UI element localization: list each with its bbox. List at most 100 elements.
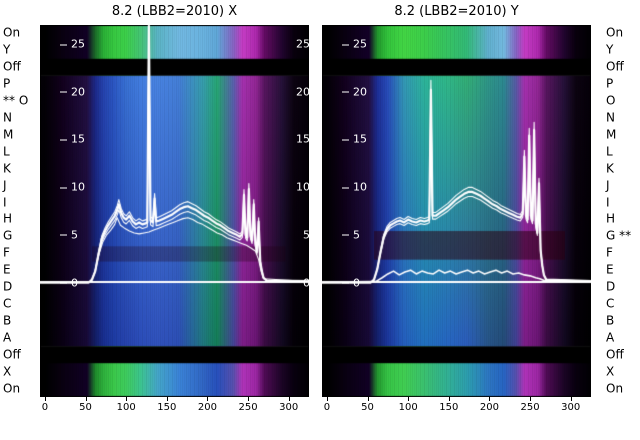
channel-label-text: I [606,195,610,210]
channel-label-text: On [3,381,21,396]
y-tick-label: 25 [342,38,367,51]
x-tick-label: 0 [41,402,49,413]
channel-label-text: Off [606,59,624,74]
x-tick-mark [207,397,209,401]
channel-label-text: G [606,228,616,243]
y-tick-value: 25 [71,37,85,51]
heatmap-plot-x [40,25,309,397]
y-tick-label: 5 [342,228,360,241]
x-tick-mark [408,397,410,401]
channel-label-right-17: B [606,314,614,327]
channel-label-left-3: P [3,76,11,91]
y-tick-label-outer: 20 [296,85,310,99]
channel-label-left-11: H [3,211,13,226]
channel-label-text: M [3,127,14,142]
channel-label-right-2: Off [606,59,624,74]
channel-label-text: D [3,279,13,294]
x-tick-mark [489,397,491,401]
channel-label-right-15: D [606,279,616,294]
channel-label-right-20: X [606,365,614,378]
channel-label-left-13: F [3,245,10,260]
channel-label-text: P [3,76,11,91]
x-tick-label: 300 [561,402,581,413]
y-tick-label: 15 [60,133,85,146]
x-tick-mark [248,397,250,401]
channel-label-right-18: A [606,331,614,344]
channel-label-text: A [3,330,12,345]
chart-title-y: 8.2 (LBB2=2010) Y [394,4,519,19]
x-tick-mark [326,397,328,401]
channel-label-text: E [3,262,11,277]
channel-label-text: C [3,296,12,311]
channel-label-right-21: On [606,382,623,395]
y-tick-value: 10 [71,180,85,194]
x-tick-label: 300 [279,402,299,413]
channel-label-text: P [606,76,614,91]
y-tick-label: 10 [60,181,85,194]
x-tick-label: 100 [398,402,418,413]
y-tick-label: 0 [342,276,360,289]
channel-label-left-2: Off [3,59,21,74]
channel-label-text: Off [3,59,21,74]
channel-label-right-1: Y [606,42,614,57]
channel-label-left-21: On [3,382,20,395]
channel-label-left-19: Off [3,348,21,361]
y-tick-value: 15 [353,132,367,146]
star-marker-right: ** [615,228,632,243]
x-tick-mark [367,397,369,401]
channel-label-right-16: C [606,296,615,311]
x-tick-label: 200 [479,402,499,413]
channel-label-text: D [606,279,616,294]
channel-label-right-6: M [606,128,616,141]
channel-label-text: X [3,364,12,379]
channel-label-text: J [3,178,7,193]
y-tick-mark [60,282,67,284]
channel-label-text: Off [3,347,21,362]
x-tick-mark [570,397,572,401]
channel-label-text: Off [606,347,624,362]
channel-label-text: B [606,313,615,328]
channel-label-text: B [3,313,12,328]
channel-label-text: H [3,211,13,226]
x-tick-mark [126,397,128,401]
y-tick-value: 5 [71,228,78,242]
channel-label-right-14: E [606,262,614,277]
channel-label-text: O [18,93,29,108]
y-tick-mark [60,234,67,236]
channel-label-text: F [3,245,10,260]
channel-label-text: N [3,110,12,125]
channel-label-left-1: Y [3,43,10,57]
channel-label-text: Y [606,42,614,57]
x-tick-mark [166,397,168,401]
y-tick-mark [342,234,349,236]
channel-label-text: On [606,25,624,40]
channel-label-left-8: K [3,162,11,175]
x-tick-label: 250 [520,402,540,413]
channel-label-right-10: I [606,196,610,209]
channel-label-text: M [606,127,617,142]
y-tick-mark [342,187,349,189]
channel-label-text: L [3,144,10,159]
channel-label-left-4: ** O [3,93,29,108]
channel-label-text: C [606,296,615,311]
channel-label-right-12: G ** [606,228,632,243]
channel-label-text: E [606,262,614,277]
star-marker-left: ** [3,93,19,108]
y-tick-label: 20 [342,85,367,98]
channel-label-text: On [3,25,21,40]
y-tick-mark [60,44,67,46]
channel-label-left-9: J [3,179,7,192]
y-tick-value: 0 [71,276,78,290]
y-tick-value: 10 [353,180,367,194]
x-tick-label: 150 [439,402,459,413]
channel-label-right-0: On [606,25,624,40]
y-tick-mark [60,187,67,189]
y-tick-label: 10 [342,181,367,194]
channel-label-text: K [606,161,614,176]
channel-label-text: N [606,110,615,125]
x-tick-mark [530,397,532,401]
x-tick-label: 250 [238,402,258,413]
channel-label-text: A [606,330,615,345]
x-tick-label: 0 [323,402,331,413]
channel-label-right-9: J [606,179,610,192]
